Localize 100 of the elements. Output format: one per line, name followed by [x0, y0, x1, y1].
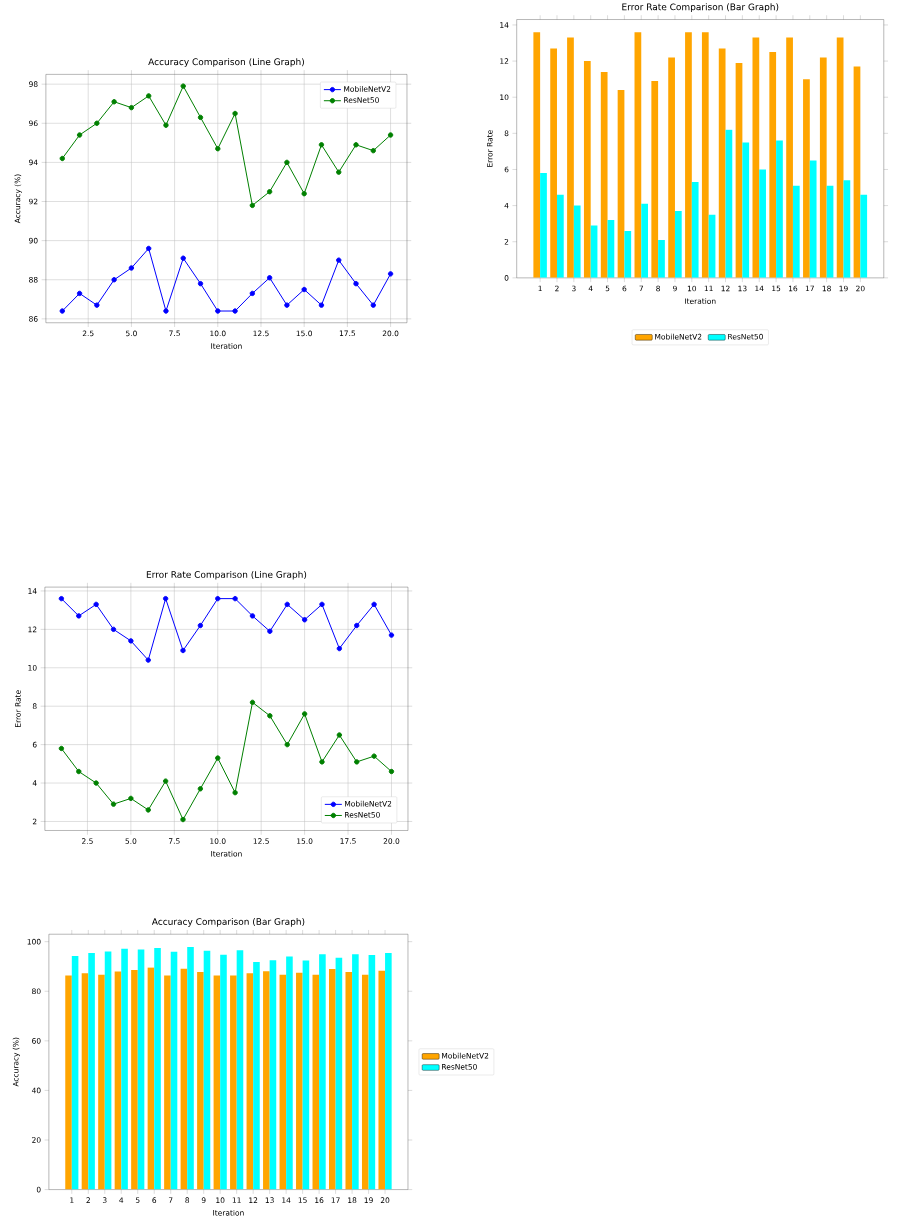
- bar: [685, 32, 692, 278]
- point: [180, 255, 187, 261]
- point: [76, 613, 82, 619]
- bar: [675, 211, 682, 278]
- point: [267, 189, 273, 195]
- bar: [180, 968, 188, 1190]
- point: [59, 155, 66, 162]
- point: [284, 601, 291, 608]
- bar: [718, 48, 726, 278]
- point: [232, 308, 238, 314]
- bar: [71, 956, 79, 1190]
- bar: [658, 239, 665, 278]
- point: [128, 638, 134, 644]
- bar: [836, 37, 844, 278]
- bar: [253, 962, 260, 1190]
- point: [301, 286, 307, 293]
- bar: [584, 61, 591, 278]
- bar: [702, 32, 709, 278]
- point: [232, 110, 238, 117]
- point: [163, 595, 169, 602]
- point: [232, 789, 238, 796]
- point: [163, 778, 169, 784]
- point: [319, 601, 325, 608]
- bar: [368, 955, 376, 1190]
- bar: [279, 974, 287, 1190]
- point: [128, 795, 134, 802]
- point: [58, 745, 65, 752]
- point: [145, 657, 152, 663]
- bar: [624, 230, 632, 278]
- point: [180, 647, 186, 654]
- bar: [776, 140, 783, 278]
- point: [110, 801, 117, 807]
- point: [180, 816, 186, 823]
- point: [353, 142, 359, 148]
- point: [58, 595, 65, 602]
- bar: [600, 71, 608, 278]
- point: [318, 302, 325, 308]
- bar: [131, 969, 138, 1190]
- point: [249, 613, 256, 619]
- bar: [786, 37, 794, 278]
- bar: [319, 954, 326, 1190]
- bar: [557, 194, 564, 278]
- point: [354, 622, 360, 629]
- bar: [651, 80, 659, 278]
- bar: [296, 972, 303, 1190]
- bar: [769, 52, 777, 278]
- point: [284, 302, 290, 308]
- point: [215, 146, 221, 152]
- bar: [263, 971, 270, 1190]
- bar: [641, 203, 649, 278]
- chart-title: Error Rate Comparison (Bar Graph): [622, 3, 779, 12]
- point: [163, 122, 169, 128]
- bar: [88, 953, 95, 1190]
- bar: [540, 173, 547, 278]
- bar: [98, 974, 105, 1190]
- point: [94, 302, 100, 308]
- bar: [668, 57, 676, 278]
- point: [111, 99, 117, 105]
- bar: [573, 205, 581, 278]
- bar: [860, 194, 868, 278]
- point: [388, 271, 394, 277]
- point: [94, 120, 100, 126]
- bar: [203, 950, 211, 1190]
- bar: [65, 975, 72, 1190]
- point: [215, 595, 221, 602]
- point: [197, 786, 204, 792]
- point: [370, 302, 377, 308]
- point: [319, 759, 325, 765]
- point: [215, 308, 221, 314]
- point: [302, 711, 308, 717]
- bar: [302, 960, 310, 1190]
- point: [232, 595, 238, 602]
- bar: [385, 953, 392, 1190]
- bar: [809, 160, 817, 278]
- point: [110, 626, 117, 633]
- point: [336, 732, 343, 738]
- point: [371, 601, 377, 608]
- bar: [170, 951, 178, 1190]
- point: [354, 759, 360, 765]
- point: [76, 768, 82, 775]
- point: [284, 159, 290, 166]
- point: [197, 114, 204, 121]
- point: [93, 601, 99, 608]
- point: [145, 807, 152, 813]
- point: [301, 190, 307, 197]
- bar: [362, 974, 369, 1190]
- bar: [820, 57, 827, 278]
- bar: [286, 956, 293, 1190]
- point: [111, 277, 117, 283]
- chart-title: Accuracy Comparison (Line Graph): [148, 58, 305, 67]
- point: [180, 83, 187, 89]
- point: [388, 632, 395, 638]
- bar: [104, 951, 112, 1190]
- point: [146, 93, 152, 99]
- point: [249, 290, 256, 297]
- point: [336, 257, 342, 263]
- bar: [567, 37, 574, 278]
- point: [267, 275, 273, 281]
- point: [93, 780, 99, 786]
- bar: [114, 971, 122, 1190]
